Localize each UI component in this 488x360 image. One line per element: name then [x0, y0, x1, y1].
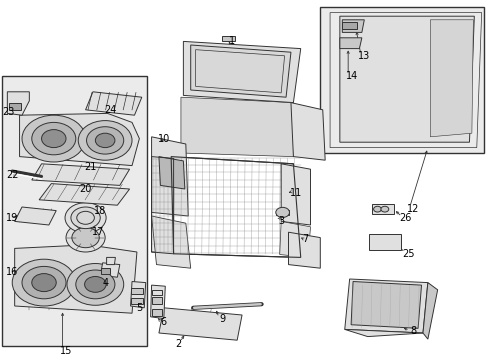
- Circle shape: [373, 206, 381, 212]
- Circle shape: [22, 266, 66, 299]
- Bar: [320, 7, 483, 153]
- Bar: [368, 234, 400, 250]
- Polygon shape: [159, 308, 242, 340]
- Text: 10: 10: [157, 134, 170, 144]
- Bar: [342, 22, 356, 29]
- Bar: [151, 297, 162, 304]
- Text: 14: 14: [345, 71, 358, 81]
- Polygon shape: [151, 216, 190, 268]
- Bar: [151, 309, 162, 316]
- Bar: [131, 288, 143, 294]
- Circle shape: [78, 121, 132, 160]
- Text: 20: 20: [79, 184, 92, 194]
- Polygon shape: [339, 16, 473, 142]
- Text: 11: 11: [289, 188, 302, 198]
- Polygon shape: [429, 20, 472, 137]
- Polygon shape: [190, 45, 290, 97]
- Text: 2: 2: [175, 339, 181, 349]
- Circle shape: [275, 207, 289, 217]
- Text: 4: 4: [102, 278, 108, 288]
- Circle shape: [12, 259, 76, 306]
- Polygon shape: [342, 20, 364, 32]
- Polygon shape: [151, 157, 173, 254]
- Text: 3: 3: [278, 216, 284, 226]
- Circle shape: [22, 115, 85, 162]
- Bar: [2, 76, 146, 346]
- Polygon shape: [350, 282, 421, 328]
- Circle shape: [380, 206, 388, 212]
- Bar: [101, 268, 110, 274]
- Circle shape: [32, 122, 76, 155]
- Circle shape: [84, 276, 106, 292]
- Polygon shape: [281, 164, 310, 225]
- Circle shape: [86, 127, 123, 154]
- Polygon shape: [329, 13, 481, 148]
- Polygon shape: [7, 92, 29, 115]
- Text: 26: 26: [399, 213, 411, 223]
- Text: 7: 7: [302, 234, 308, 244]
- Polygon shape: [288, 232, 320, 268]
- Bar: [151, 290, 162, 295]
- Polygon shape: [32, 164, 129, 185]
- Text: 18: 18: [94, 206, 106, 216]
- Bar: [371, 204, 393, 214]
- Text: 8: 8: [409, 326, 415, 336]
- Text: 12: 12: [406, 204, 419, 214]
- Text: 17: 17: [91, 227, 104, 237]
- Polygon shape: [15, 245, 137, 313]
- Bar: [222, 36, 234, 41]
- Polygon shape: [85, 92, 142, 115]
- Text: 21: 21: [84, 162, 97, 172]
- Text: 22: 22: [6, 170, 19, 180]
- Polygon shape: [279, 221, 310, 257]
- Polygon shape: [106, 257, 115, 265]
- Text: 23: 23: [2, 107, 15, 117]
- Circle shape: [41, 130, 66, 148]
- Text: 24: 24: [103, 105, 116, 115]
- Circle shape: [76, 270, 115, 299]
- Bar: [276, 210, 288, 215]
- Polygon shape: [181, 97, 293, 157]
- Polygon shape: [159, 157, 184, 189]
- Bar: [9, 103, 21, 110]
- Polygon shape: [39, 184, 129, 205]
- Text: 19: 19: [6, 213, 19, 223]
- Text: 13: 13: [357, 51, 370, 61]
- Polygon shape: [290, 103, 325, 160]
- Polygon shape: [130, 282, 145, 308]
- Bar: [131, 298, 143, 304]
- Text: 1: 1: [229, 36, 235, 46]
- Circle shape: [72, 228, 99, 248]
- Circle shape: [32, 274, 56, 292]
- Polygon shape: [15, 207, 56, 225]
- Polygon shape: [100, 263, 120, 277]
- Polygon shape: [20, 113, 139, 166]
- Circle shape: [95, 133, 115, 148]
- Text: 25: 25: [401, 249, 414, 259]
- Polygon shape: [339, 38, 361, 49]
- Polygon shape: [171, 157, 300, 257]
- Circle shape: [65, 203, 106, 233]
- Text: 5: 5: [136, 303, 142, 313]
- Polygon shape: [422, 283, 437, 339]
- Text: 15: 15: [60, 346, 72, 356]
- Text: 16: 16: [6, 267, 19, 277]
- Circle shape: [71, 207, 100, 229]
- Text: 6: 6: [161, 317, 166, 327]
- Circle shape: [66, 223, 105, 252]
- Polygon shape: [344, 279, 427, 333]
- Polygon shape: [344, 329, 422, 337]
- Circle shape: [67, 264, 123, 305]
- Polygon shape: [151, 137, 188, 216]
- Polygon shape: [150, 285, 165, 319]
- Polygon shape: [183, 41, 300, 103]
- Text: 9: 9: [219, 314, 225, 324]
